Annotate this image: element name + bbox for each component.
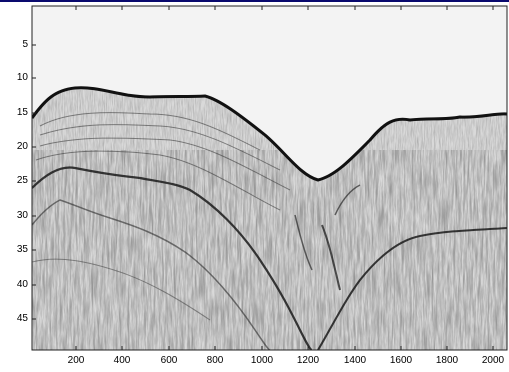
x-tick-label: 1000	[250, 355, 274, 366]
x-tick-label: 600	[160, 355, 178, 366]
y-tick-label: 25	[16, 175, 28, 186]
axis-ticks	[32, 6, 494, 350]
deep-reflector-b	[32, 199, 271, 350]
y-tick-label: 20	[16, 141, 28, 152]
y-tick-label: 15	[16, 107, 28, 118]
y-tick-label: 30	[16, 210, 28, 221]
x-tick-label: 1600	[389, 355, 413, 366]
x-tick-label: 1800	[435, 355, 459, 366]
x-tick-label: 1200	[296, 355, 320, 366]
x-tick-label: 200	[67, 355, 85, 366]
seafloor-reflector	[32, 86, 507, 182]
y-tick-label: 10	[16, 72, 28, 83]
internal-reflectors	[35, 112, 291, 211]
deep-reflector-a	[32, 166, 313, 350]
y-tick-label: 5	[22, 39, 28, 50]
x-tick-label: 400	[113, 355, 131, 366]
y-tick-label: 40	[16, 279, 28, 290]
y-tick-label: 45	[16, 313, 28, 324]
x-tick-label: 2000	[481, 355, 505, 366]
plot-frame	[31, 5, 508, 351]
x-tick-label: 1400	[343, 355, 367, 366]
x-tick-label: 800	[206, 355, 224, 366]
y-tick-label: 35	[16, 244, 28, 255]
deep-reflector-c	[317, 227, 507, 350]
plot-area	[32, 6, 507, 350]
